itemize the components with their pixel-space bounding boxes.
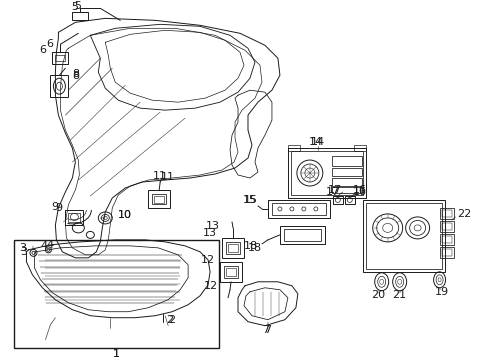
Bar — [362, 200, 444, 272]
Bar — [331, 156, 361, 166]
Bar — [284, 229, 320, 241]
Bar — [344, 196, 354, 204]
Bar — [15, 240, 219, 348]
Bar — [365, 203, 441, 269]
Bar — [225, 268, 236, 276]
Text: 15: 15 — [244, 195, 258, 205]
Bar — [439, 247, 453, 258]
Bar — [154, 196, 164, 203]
Bar — [441, 249, 450, 256]
Bar — [331, 178, 361, 186]
Text: 6: 6 — [46, 39, 53, 49]
Text: 18: 18 — [247, 243, 262, 253]
Bar — [65, 210, 83, 225]
Bar — [55, 55, 65, 61]
Bar — [50, 75, 68, 97]
Bar — [331, 187, 361, 193]
Bar — [148, 190, 170, 208]
Text: 6: 6 — [40, 45, 46, 55]
Text: 16: 16 — [352, 185, 366, 195]
Text: 10: 10 — [118, 210, 132, 220]
Bar — [331, 168, 361, 176]
Bar — [227, 244, 238, 252]
Text: 10: 10 — [118, 210, 132, 220]
Bar — [224, 266, 238, 278]
Bar — [353, 145, 365, 151]
Bar — [439, 208, 453, 219]
Text: 12: 12 — [203, 281, 218, 291]
Text: 5: 5 — [74, 1, 81, 12]
Text: 1: 1 — [113, 348, 120, 359]
Text: 1: 1 — [113, 348, 120, 359]
Text: 17: 17 — [325, 187, 339, 197]
Text: 8: 8 — [72, 69, 80, 79]
Text: 9: 9 — [55, 203, 62, 213]
Text: 11: 11 — [161, 172, 175, 182]
Text: 16: 16 — [352, 187, 366, 197]
Text: 7: 7 — [262, 325, 269, 335]
Bar — [220, 262, 242, 282]
Text: 12: 12 — [201, 255, 215, 265]
Bar — [441, 223, 450, 230]
Text: 7: 7 — [264, 325, 271, 335]
Bar — [225, 242, 240, 254]
Text: 22: 22 — [457, 209, 471, 219]
Text: 13: 13 — [203, 228, 217, 238]
Text: 4: 4 — [47, 240, 54, 250]
Text: 18: 18 — [244, 241, 258, 251]
Text: 14: 14 — [308, 137, 322, 147]
Text: 14: 14 — [310, 137, 324, 147]
Text: 11: 11 — [153, 171, 167, 181]
Text: 2: 2 — [168, 315, 175, 325]
Bar — [441, 236, 450, 243]
Bar — [267, 200, 329, 218]
Text: 8: 8 — [72, 71, 80, 81]
Bar — [439, 221, 453, 232]
Text: 5: 5 — [71, 3, 78, 12]
Bar — [287, 145, 299, 151]
Bar — [222, 238, 244, 258]
Text: 3: 3 — [20, 243, 26, 253]
Bar — [287, 148, 365, 198]
Bar — [72, 12, 88, 20]
Text: 15: 15 — [243, 195, 257, 205]
Bar — [271, 203, 325, 215]
Bar — [68, 213, 80, 222]
Bar — [52, 52, 68, 64]
Bar — [279, 226, 324, 244]
Text: 17: 17 — [327, 185, 341, 195]
Text: 3: 3 — [20, 247, 27, 257]
Text: 13: 13 — [205, 221, 220, 231]
Bar — [441, 210, 450, 217]
Bar — [332, 196, 342, 204]
Text: 4: 4 — [41, 241, 48, 251]
Bar — [152, 194, 166, 204]
Text: 20: 20 — [370, 290, 384, 300]
Text: 2: 2 — [166, 315, 173, 325]
Text: 9: 9 — [51, 202, 58, 212]
Text: 19: 19 — [434, 287, 447, 297]
Text: 21: 21 — [392, 290, 406, 300]
Bar — [290, 151, 362, 195]
Bar — [439, 234, 453, 245]
